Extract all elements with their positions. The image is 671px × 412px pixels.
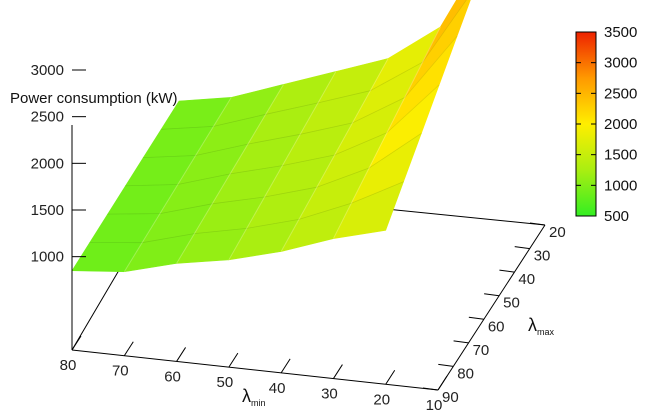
colorbar-tick-label: 3000 bbox=[604, 55, 637, 72]
x-axis-line bbox=[71, 349, 439, 391]
surface-mesh-line bbox=[228, 71, 337, 261]
surface-mesh-line bbox=[176, 84, 285, 264]
x-tick-mark bbox=[333, 364, 343, 379]
surface-mesh-line bbox=[143, 36, 458, 158]
x-tick-label: 70 bbox=[112, 363, 129, 380]
y-tick-mark bbox=[484, 293, 500, 297]
x-tick-label: 50 bbox=[217, 374, 234, 391]
x-axis: 80 70 60 50 40 30 20 10 bbox=[60, 335, 448, 412]
surface bbox=[71, 0, 471, 273]
x-tick-mark bbox=[176, 347, 186, 362]
surface-mesh-line bbox=[125, 84, 440, 187]
x-tick-mark bbox=[228, 352, 239, 368]
y-axis: 20 30 40 50 60 70 80 90 bbox=[422, 222, 566, 406]
z-tick-label: 3000 bbox=[31, 62, 64, 79]
colorbar-tick-label: 3500 bbox=[604, 24, 637, 41]
y-axis-title: λmax bbox=[528, 315, 555, 337]
z-axis-title: Power consumption (kW) bbox=[10, 90, 178, 107]
z-tick-label: 1500 bbox=[31, 202, 64, 219]
x-tick-label: 10 bbox=[426, 397, 443, 412]
colorbar-tick-label: 1500 bbox=[604, 147, 637, 164]
x-tick-mark bbox=[385, 370, 396, 385]
surface-mesh-line bbox=[123, 97, 232, 272]
y-tick-label: 40 bbox=[518, 271, 535, 288]
colorbar: 500 1000 1500 2000 2500 3000 3500 bbox=[575, 24, 637, 225]
y-tick-label: 70 bbox=[473, 342, 490, 359]
colorbar-tick-label: 2500 bbox=[604, 85, 637, 102]
colorbar-tick-label: 2000 bbox=[604, 116, 637, 133]
x-tick-mark bbox=[123, 341, 134, 356]
y-tick-label: 50 bbox=[503, 295, 520, 312]
y-tick-label: 90 bbox=[442, 389, 459, 406]
x-axis-title: λmin bbox=[242, 386, 266, 408]
x-tick-mark bbox=[71, 335, 82, 351]
surface-mesh-line bbox=[161, 0, 467, 130]
x-tick-label: 20 bbox=[373, 391, 390, 408]
y-tick-mark bbox=[422, 387, 439, 391]
colorbar-tick-label: 500 bbox=[604, 208, 629, 225]
y-tick-mark bbox=[468, 316, 484, 320]
surface-mesh-line bbox=[89, 181, 404, 244]
surface-mesh-line bbox=[107, 132, 422, 215]
y-tick-mark bbox=[529, 222, 546, 226]
y-axis-line bbox=[437, 224, 546, 391]
y-tick-label: 30 bbox=[534, 248, 551, 265]
surface-patch bbox=[332, 181, 405, 239]
y-tick-mark bbox=[438, 363, 454, 367]
y-tick-label: 60 bbox=[488, 318, 505, 335]
z-tick-label: 2500 bbox=[31, 109, 64, 126]
y-tick-label: 20 bbox=[549, 224, 566, 241]
y-tick-label: 80 bbox=[457, 365, 474, 382]
x-tick-label: 60 bbox=[164, 368, 181, 385]
x-tick-label: 30 bbox=[321, 386, 338, 403]
z-tick-label: 1000 bbox=[31, 249, 64, 266]
x-tick-label: 40 bbox=[269, 380, 286, 397]
surface-mesh-line bbox=[332, 26, 441, 239]
surface-mesh-line bbox=[280, 58, 389, 252]
z-axis: 1000 1500 2000 2500 3000 bbox=[31, 62, 86, 350]
colorbar-tick-label: 1000 bbox=[604, 177, 637, 194]
z-tick-label: 2000 bbox=[31, 155, 64, 172]
x-tick-mark bbox=[280, 358, 291, 374]
y-tick-mark bbox=[514, 246, 530, 250]
y-tick-mark bbox=[453, 340, 469, 344]
y-tick-mark bbox=[499, 269, 515, 273]
x-tick-label: 80 bbox=[60, 357, 77, 374]
